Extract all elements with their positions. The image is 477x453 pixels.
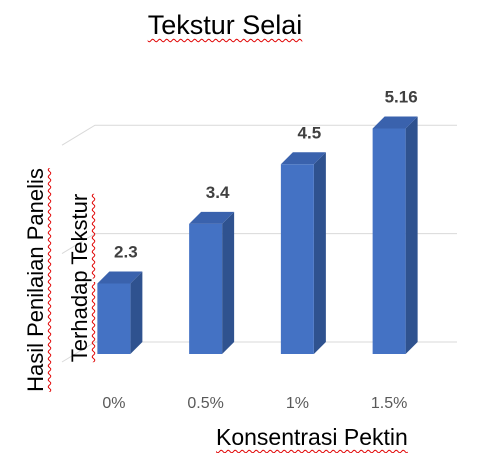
bar [372, 116, 418, 354]
y-axis-label: Hasil Penilaian Panelis [23, 168, 48, 392]
bar [97, 271, 143, 354]
bar-front [372, 128, 406, 354]
bar-top [189, 211, 235, 224]
bar-side [130, 271, 143, 354]
chart-title: Tekstur Selai [147, 10, 303, 40]
data-label: 4.5 [298, 123, 322, 142]
data-label: 5.16 [385, 88, 418, 107]
data-label: 3.4 [206, 183, 230, 202]
y-axis-label: Terhadap Tekstur [67, 193, 92, 363]
data-label: 2.3 [114, 243, 138, 262]
bar [189, 211, 235, 354]
bar-front [280, 164, 314, 354]
bar-side [222, 211, 235, 354]
bar-side [313, 152, 326, 354]
x-tick-label: 1.5% [371, 395, 407, 412]
x-tick-label: 0.5% [187, 395, 223, 412]
grid-line [61, 124, 457, 146]
grid-line [61, 233, 457, 255]
bar-front [97, 283, 131, 354]
bar-side [405, 116, 418, 354]
x-axis-label: Konsentrasi Pektin [216, 424, 408, 450]
bar-front [189, 223, 223, 354]
x-tick-label: 1% [286, 395, 309, 412]
bar [280, 152, 326, 354]
bar-top [280, 152, 326, 165]
x-tick-label: 0% [102, 395, 125, 412]
bar-top [372, 116, 418, 129]
bar-top [97, 271, 143, 284]
grid-line [61, 341, 457, 363]
